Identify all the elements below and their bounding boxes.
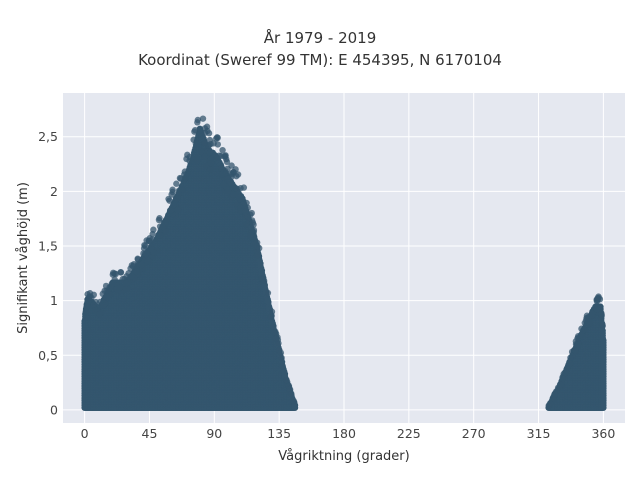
chart-title-line-1: År 1979 - 2019 [0, 29, 640, 47]
data-points [81, 115, 607, 411]
chart-title-line-2: Koordinat (Sweref 99 TM): E 454395, N 61… [0, 51, 640, 69]
